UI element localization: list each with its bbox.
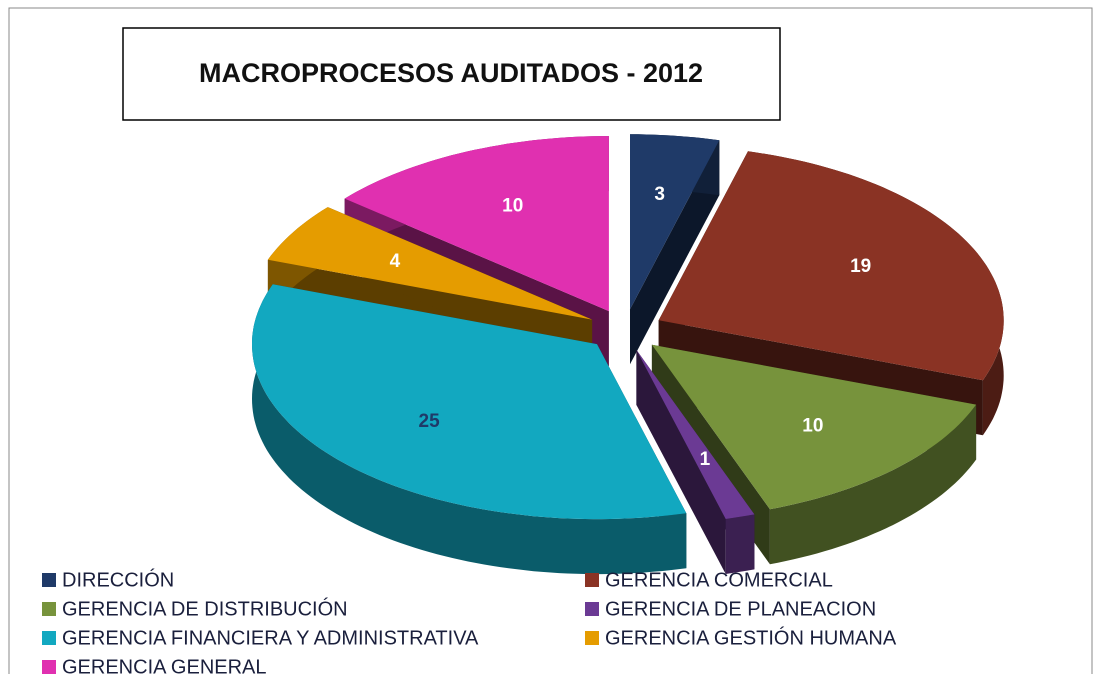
slice — [252, 284, 687, 520]
legend-swatch — [42, 573, 56, 587]
legend-label: GERENCIA GENERAL — [62, 656, 267, 674]
data-label: 10 — [802, 415, 823, 436]
slice-side — [636, 349, 726, 574]
pie: 3 10 4 19 25 10 1 — [252, 134, 1004, 575]
legend-label: DIRECCIÓN — [62, 568, 174, 591]
legend-label: GERENCIA GESTIÓN HUMANA — [605, 626, 897, 649]
slice — [267, 207, 593, 320]
slice-wall — [725, 514, 755, 574]
legend-label: GERENCIA COMERCIAL — [605, 569, 833, 591]
legend: DIRECCIÓN GERENCIA COMERCIAL GERENCIA DE D… — [42, 568, 897, 674]
legend-label: GERENCIA DE DISTRIBUCIÓN — [62, 597, 348, 620]
legend-swatch — [42, 631, 56, 645]
slice — [630, 134, 720, 310]
chart-title: MACROPROCESOS AUDITADOS - 2012 — [199, 58, 703, 88]
slice — [636, 349, 755, 519]
legend-swatch — [585, 573, 599, 587]
data-label: 3 — [654, 184, 665, 205]
title-box — [122, 27, 781, 121]
data-label: 19 — [850, 256, 871, 277]
slice-side — [630, 140, 720, 365]
legend-swatch — [42, 602, 56, 616]
slice-wall — [252, 284, 687, 575]
slice — [651, 344, 977, 510]
slice — [658, 151, 1004, 381]
legend-label: GERENCIA FINANCIERA Y ADMINISTRATIVA — [62, 627, 479, 649]
slice — [344, 136, 609, 312]
data-label: 10 — [502, 195, 523, 216]
legend-swatch — [42, 660, 56, 674]
legend-swatch — [585, 602, 599, 616]
legend-label: GERENCIA DE PLANEACION — [605, 598, 876, 620]
data-label: 25 — [419, 411, 441, 432]
slice-wall — [769, 404, 977, 565]
data-label: 1 — [700, 449, 711, 470]
legend-swatch — [585, 631, 599, 645]
data-label: 4 — [390, 251, 401, 272]
